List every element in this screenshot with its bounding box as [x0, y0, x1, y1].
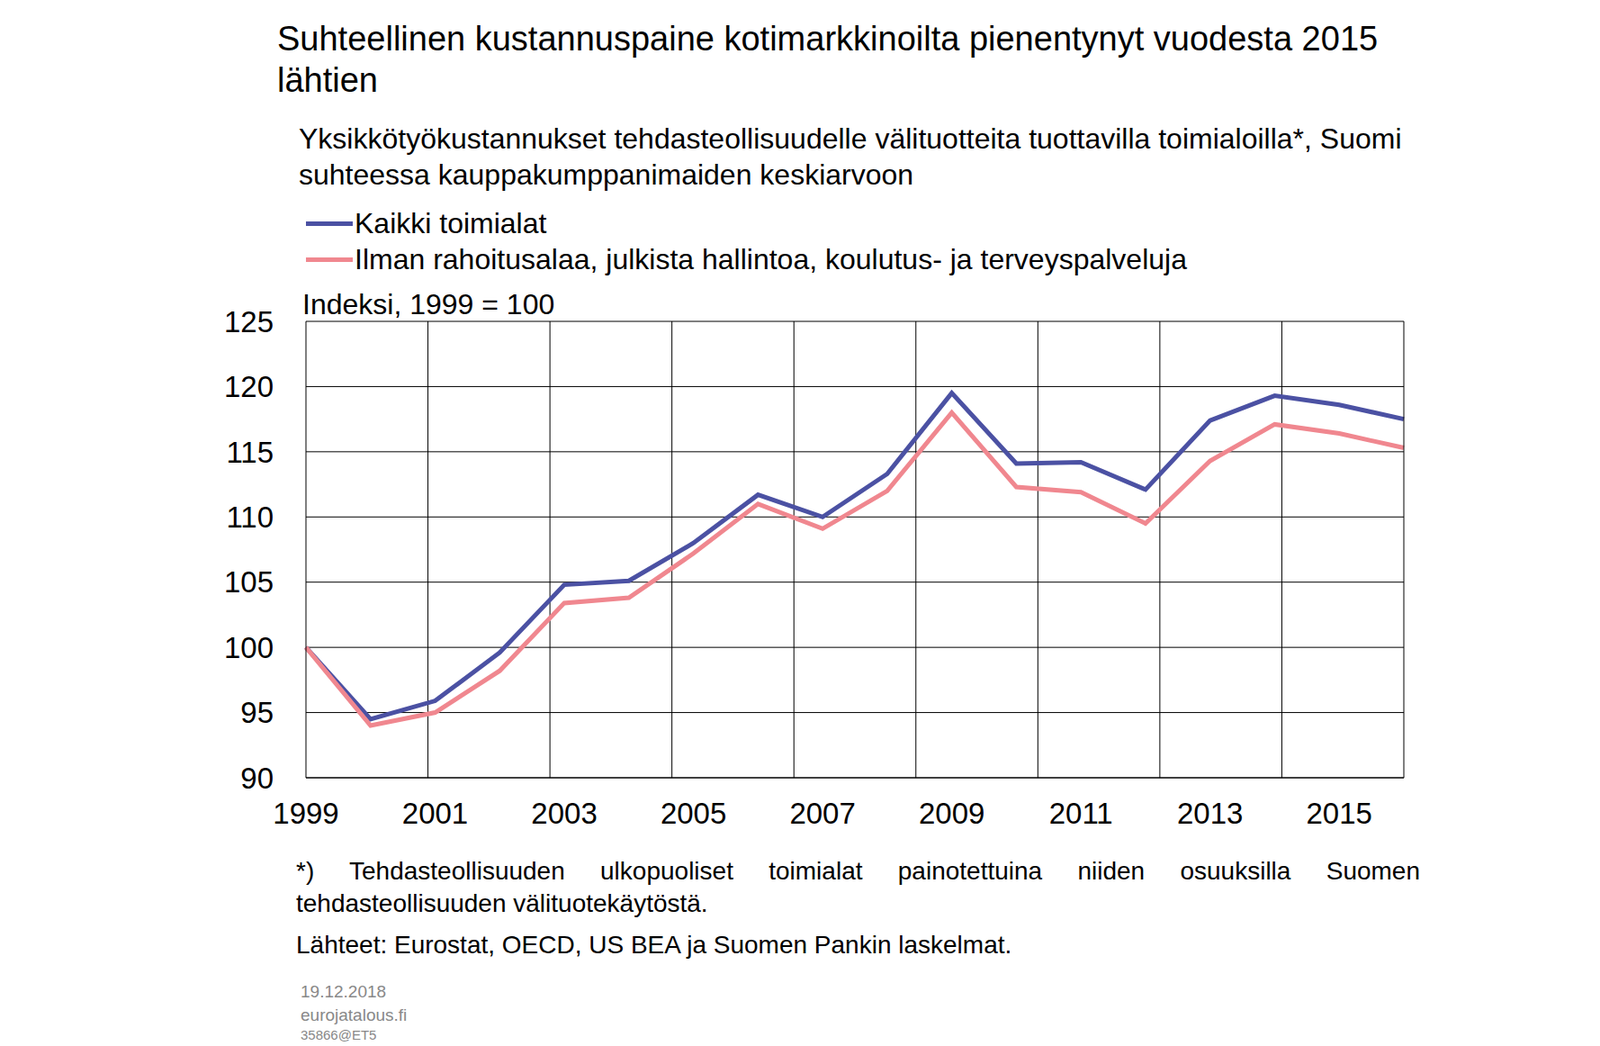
- svg-text:90: 90: [240, 761, 274, 795]
- svg-text:2005: 2005: [660, 796, 727, 830]
- svg-text:110: 110: [225, 500, 274, 534]
- svg-text:105: 105: [224, 565, 274, 599]
- svg-text:2009: 2009: [918, 796, 985, 830]
- svg-text:95: 95: [240, 695, 274, 729]
- html-text:19.12.2018: 19.12.2018: [300, 981, 387, 1001]
- svg-text:115: 115: [225, 435, 274, 469]
- html-text:Yksikkötyökustannukset tehdast: Yksikkötyökustannukset tehdasteollisuude…: [298, 122, 1402, 191]
- svg-text:1999: 1999: [272, 796, 339, 830]
- svg-text:2001: 2001: [402, 796, 468, 830]
- html-text:*) Tehdasteollisuuden ulkopuol: *) Tehdasteollisuuden ulkopuoliset toimi…: [296, 856, 1421, 917]
- svg-text:2007: 2007: [789, 796, 855, 830]
- html-text:eurojatalous.fi: eurojatalous.fi: [300, 1005, 408, 1025]
- svg-text:2013: 2013: [1177, 796, 1243, 830]
- svg-text:120: 120: [224, 369, 274, 404]
- html-text:Kaikki toimialat: Kaikki toimialat: [354, 206, 547, 240]
- svg-text:125: 125: [224, 305, 274, 339]
- html-text:Indeksi, 1999 = 100: Indeksi, 1999 = 100: [302, 287, 555, 321]
- svg-text:100: 100: [224, 630, 274, 665]
- svg-text:2015: 2015: [1306, 796, 1373, 830]
- html-text:Suhteellinen kustannuspaine ko: Suhteellinen kustannuspaine kotimarkkino…: [277, 19, 1378, 99]
- html-text:Ilman rahoitusalaa, julkista h: Ilman rahoitusalaa, julkista hallintoa, …: [354, 242, 1187, 276]
- html-text:Lähteet: Eurostat, OECD, US BE: Lähteet: Eurostat, OECD, US BEA ja Suome…: [296, 930, 1012, 959]
- svg-text:2011: 2011: [1049, 796, 1114, 830]
- html-text:35866@ET5: 35866@ET5: [300, 1026, 377, 1043]
- svg-text:2003: 2003: [530, 796, 597, 830]
